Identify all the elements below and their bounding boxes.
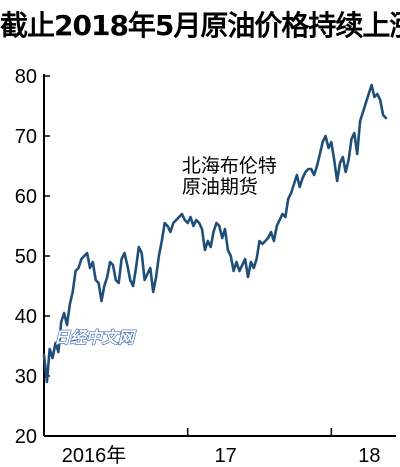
y-tick-label: 50: [15, 246, 37, 268]
axes: [43, 74, 396, 437]
series-layer: [42, 83, 388, 384]
annotation-label: 原油期货: [182, 176, 258, 198]
y-tick-label: 60: [15, 186, 37, 208]
watermark-logo: 日经中文网: [54, 328, 137, 347]
axis-ticks: 20 30 40 50 60 70 80 2016年 17 18: [15, 66, 381, 467]
y-tick-label: 40: [15, 306, 37, 328]
watermark: 日经中文网: [53, 327, 137, 347]
annotation-label: 北海布伦特: [182, 155, 277, 177]
y-tick-label: 30: [15, 366, 37, 388]
x-tick-label: 18: [358, 445, 380, 467]
series-line: [42, 83, 388, 384]
chart-title: 截止2018年5月原油价格持续上涨: [0, 9, 400, 42]
x-tick-label: 17: [215, 445, 237, 467]
y-tick-label: 70: [15, 126, 37, 148]
y-tick-label: 20: [15, 426, 37, 448]
y-tick-label: 80: [15, 66, 37, 88]
x-tick-label: 2016年: [62, 444, 127, 467]
